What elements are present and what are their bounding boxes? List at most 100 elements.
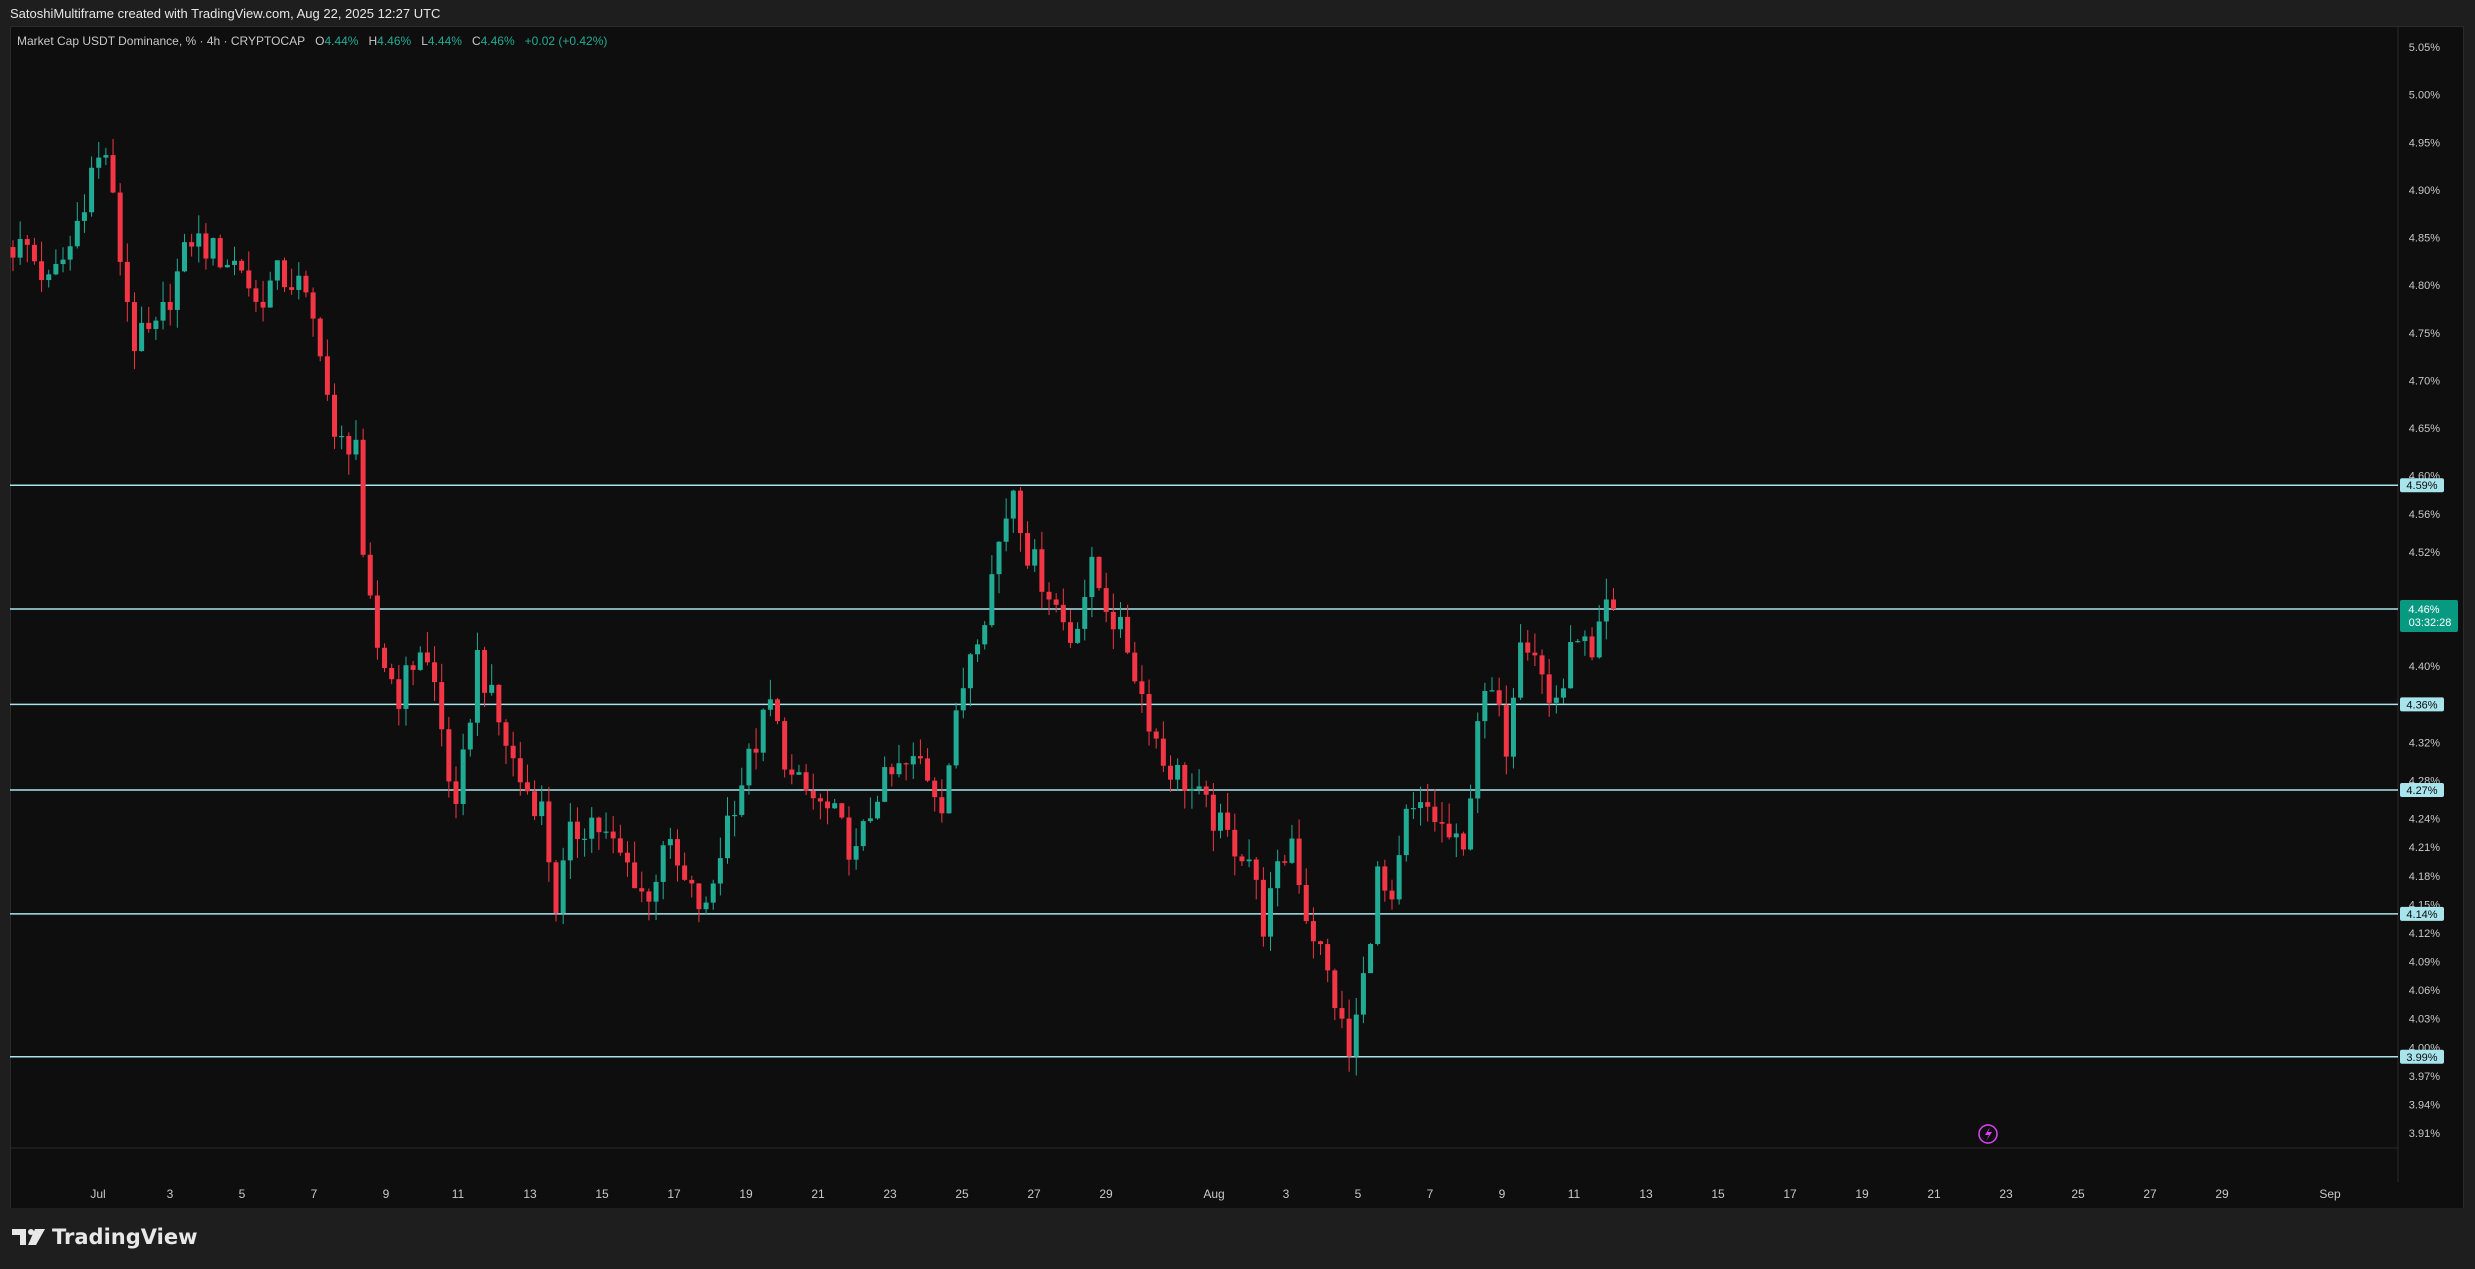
x-tick-label: Jul <box>90 1187 105 1201</box>
candle-body <box>610 831 616 839</box>
candle-body <box>546 801 552 863</box>
candle-body <box>775 699 781 722</box>
candle-body <box>517 758 523 783</box>
candle-body <box>374 595 380 648</box>
x-tick-label: 13 <box>523 1187 537 1201</box>
candle-body <box>53 264 59 275</box>
candle-body <box>117 192 123 262</box>
x-tick-label: 19 <box>739 1187 753 1201</box>
candle-body <box>1125 616 1131 653</box>
y-tick-label: 5.00% <box>2409 90 2440 102</box>
candle-body <box>1425 802 1431 807</box>
candle-body <box>1610 599 1616 610</box>
candle-body <box>882 767 888 802</box>
chart-frame[interactable] <box>10 26 2464 1237</box>
candle-body <box>1046 591 1052 600</box>
x-tick-label: 27 <box>2143 1187 2157 1201</box>
candle-body <box>174 271 180 310</box>
candle-body <box>839 803 845 818</box>
lightning-icon[interactable] <box>1978 1124 1998 1144</box>
candle-body <box>932 780 938 798</box>
candle-body <box>103 155 109 158</box>
candle-body <box>989 574 995 626</box>
candle-body <box>146 322 152 329</box>
candle-body <box>353 439 359 455</box>
candle-body <box>382 647 388 668</box>
candle-body <box>153 320 159 329</box>
candle-body <box>803 772 809 791</box>
candle-body <box>46 274 52 281</box>
candle-body <box>1060 604 1066 623</box>
candle-body <box>682 865 688 880</box>
candle-body <box>324 356 330 395</box>
low-label: L <box>421 34 428 48</box>
candle-body <box>1132 652 1138 682</box>
candle-body <box>1289 838 1295 863</box>
x-tick-label: Aug <box>1203 1187 1224 1201</box>
candle-body <box>796 772 802 775</box>
x-tick-label: 5 <box>239 1187 246 1201</box>
candle-body <box>1546 674 1552 703</box>
candle-body <box>496 684 502 723</box>
candle-body <box>967 654 973 689</box>
candle-body <box>1539 655 1545 675</box>
candle-body <box>460 749 466 804</box>
candle-body <box>1210 794 1216 831</box>
candle-body <box>574 821 580 840</box>
candle-body <box>417 652 423 670</box>
candle-body <box>1025 533 1031 566</box>
candle-body <box>1146 694 1152 732</box>
candle-body <box>1389 890 1395 900</box>
candle-body <box>124 261 130 303</box>
lightning-bolt-glyph <box>1985 1127 1992 1141</box>
candle-body <box>17 239 23 258</box>
candle-body <box>1003 518 1009 542</box>
x-tick-label: 7 <box>311 1187 318 1201</box>
symbol-legend: Market Cap USDT Dominance, % · 4h · CRYP… <box>17 34 607 48</box>
x-tick-label: 15 <box>1711 1187 1725 1201</box>
candle-body <box>1260 879 1266 937</box>
candle-body <box>89 167 95 213</box>
candle-body <box>946 765 952 814</box>
candle-body <box>582 838 588 840</box>
candle-body <box>1496 690 1502 705</box>
candle-body <box>110 155 116 193</box>
candle-body <box>317 318 323 357</box>
x-tick-label: 7 <box>1427 1187 1434 1201</box>
candle-body <box>960 688 966 711</box>
x-tick-label: 21 <box>811 1187 825 1201</box>
candle-body <box>296 275 302 290</box>
candle-body <box>1439 822 1445 824</box>
candle-body <box>160 302 166 321</box>
candle-body <box>274 260 280 281</box>
candle-body <box>639 888 645 892</box>
candle-body <box>1175 764 1181 780</box>
candle-body <box>1560 688 1566 698</box>
candle-body <box>74 220 80 247</box>
tradingview-logo[interactable]: TradingView <box>12 1225 197 1249</box>
candle-body <box>396 679 402 709</box>
candle-body <box>1196 786 1202 789</box>
candle-body <box>1110 611 1116 630</box>
y-tick-label: 4.90% <box>2409 185 2440 197</box>
candle-body <box>1189 788 1195 791</box>
candle-body <box>1239 856 1245 862</box>
candle-body <box>246 270 252 289</box>
candle-body <box>1275 861 1281 889</box>
candle-body <box>1032 549 1038 566</box>
candle-body <box>689 879 695 884</box>
candle-body <box>67 246 73 260</box>
candle-body <box>1082 597 1088 629</box>
candle-body <box>253 288 259 302</box>
candle-body <box>282 260 288 288</box>
candle-body <box>1568 642 1574 689</box>
y-tick-label: 3.91% <box>2409 1128 2440 1140</box>
candle-body <box>1446 823 1452 838</box>
brand-name: TradingView <box>52 1225 198 1249</box>
high-label: H <box>368 34 378 48</box>
candle-body <box>510 745 516 759</box>
level-price-tag <box>2400 1049 2444 1064</box>
candle-body <box>939 797 945 814</box>
countdown-label: 03:32:28 <box>2409 617 2452 629</box>
